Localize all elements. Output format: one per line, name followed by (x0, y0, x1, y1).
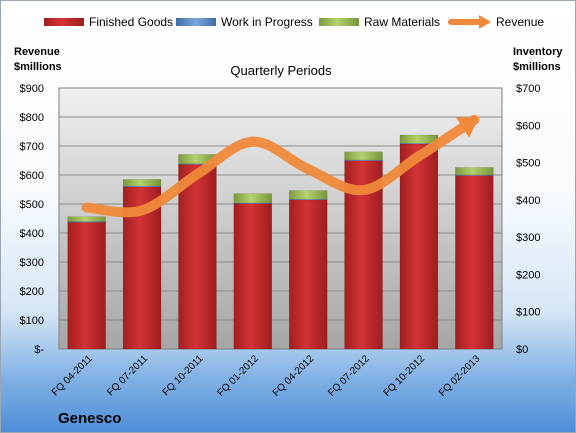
left-tick-label: $700 (20, 141, 44, 153)
chart-title: Quarterly Periods (230, 63, 332, 78)
right-tick-label: $400 (516, 195, 540, 207)
left-tick-label: $300 (20, 257, 44, 269)
bar-finished-goods (288, 199, 328, 350)
right-tick-label: $300 (516, 232, 540, 244)
legend-swatch-revenue-arrowhead (479, 15, 491, 29)
right-tick-label: $700 (516, 83, 540, 95)
legend-label-raw-materials: Raw Materials (364, 15, 440, 29)
bar-finished-goods (233, 203, 273, 350)
revenue-line-group (81, 114, 480, 218)
legend-label-work-in-progress: Work in Progress (221, 15, 313, 29)
left-tick-label: $600 (20, 170, 44, 182)
bar-raw-materials (122, 179, 162, 187)
legend-swatch-work-in-progress (176, 18, 216, 26)
bar-finished-goods (67, 221, 106, 350)
bar-raw-materials (288, 190, 328, 200)
x-tick-label: FQ 10-2012 (382, 353, 428, 399)
bars (67, 134, 494, 350)
right-tick-label: $100 (516, 307, 540, 319)
bar-work-in-progress (67, 221, 106, 223)
legend-swatch-raw-materials (319, 18, 359, 26)
bar-finished-goods (178, 164, 217, 350)
legend-item-work-in-progress: Work in Progress (176, 15, 313, 29)
left-tick-label: $200 (20, 286, 44, 298)
right-axis-title-line1: Inventory (513, 46, 563, 58)
company-name: Genesco (58, 410, 121, 427)
x-tick-label: FQ 02-2013 (437, 353, 483, 399)
left-tick-label: $- (34, 344, 44, 356)
left-axis-title-line2: $millions (14, 61, 62, 73)
x-tick-label: FQ 01-2012 (215, 353, 261, 399)
revenue-line (81, 114, 480, 218)
bar-raw-materials (67, 216, 106, 222)
revenue-arrowhead (456, 116, 480, 138)
right-tick-label: $600 (516, 120, 540, 132)
bar-raw-materials (344, 151, 383, 161)
right-tick-label: $500 (516, 158, 540, 170)
right-axis-ticks: $0 $100 $200 $300 $400 $500 $600 $700 (516, 83, 540, 356)
bar-raw-materials (455, 167, 494, 176)
right-axis-title-line2: $millions (513, 61, 561, 73)
left-tick-label: $900 (20, 83, 44, 95)
legend-item-finished-goods: Finished Goods (44, 15, 173, 29)
legend-item-raw-materials: Raw Materials (319, 15, 440, 29)
legend-item-revenue: Revenue (448, 15, 544, 29)
legend-label-revenue: Revenue (496, 15, 544, 29)
x-axis-ticks: FQ 04-2011 FQ 07-2011 FQ 10-2011 FQ 01-2012… (50, 353, 483, 399)
bar-work-in-progress (455, 174, 494, 176)
right-tick-label: $0 (516, 344, 528, 356)
left-tick-label: $500 (20, 199, 44, 211)
x-tick-label: FQ 04-2012 (271, 353, 317, 399)
left-tick-label: $400 (20, 228, 44, 240)
x-tick-label: FQ 07-2011 (105, 353, 150, 398)
bar-raw-materials (233, 193, 273, 204)
left-tick-label: $800 (20, 112, 44, 124)
bar-finished-goods (455, 175, 494, 350)
left-axis-title-line1: Revenue (14, 46, 60, 58)
x-tick-label: FQ 07-2012 (326, 353, 372, 399)
legend-swatch-finished-goods (44, 18, 84, 26)
legend: Finished Goods Work in Progress Raw Mate… (44, 15, 544, 29)
x-tick-label: FQ 10-2011 (161, 353, 206, 398)
left-axis-ticks: $- $100 $200 $300 $400 $500 $600 $700 $800 $900 (20, 83, 45, 356)
legend-label-finished-goods: Finished Goods (89, 15, 173, 29)
bar-finished-goods (399, 143, 439, 350)
x-tick-label: FQ 04-2011 (50, 353, 95, 398)
right-tick-label: $200 (516, 269, 540, 281)
left-tick-label: $100 (20, 315, 44, 327)
